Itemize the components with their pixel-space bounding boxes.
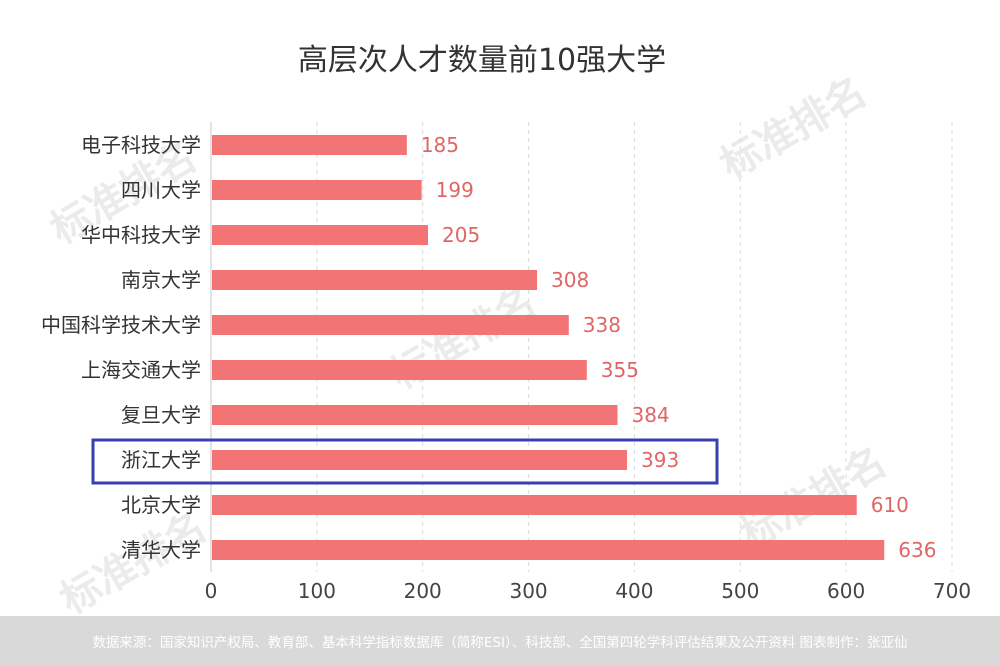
value-label: 185 <box>421 133 459 157</box>
category-label: 清华大学 <box>121 538 201 562</box>
watermark-text: 标准排名 <box>713 69 875 189</box>
x-tick-label: 600 <box>827 579 865 603</box>
x-tick-label: 100 <box>298 579 336 603</box>
chart-title: 高层次人才数量前10强大学 <box>298 43 666 78</box>
value-labels: 185 199 205 308 338 355 384 393 610 636 <box>421 133 937 562</box>
category-label: 复旦大学 <box>121 403 201 427</box>
value-label: 355 <box>601 358 639 382</box>
x-tick-label: 300 <box>509 579 547 603</box>
highlight-box <box>91 438 719 485</box>
bar <box>212 225 429 245</box>
bar <box>212 180 422 200</box>
bar <box>212 135 407 155</box>
value-label: 338 <box>583 313 621 337</box>
value-label: 199 <box>436 178 474 202</box>
value-label: 205 <box>442 223 480 247</box>
x-axis-tick-labels: 0 100 200 300 400 500 600 700 <box>205 579 971 603</box>
value-label: 393 <box>641 448 679 472</box>
x-tick-label: 400 <box>615 579 653 603</box>
category-labels: 电子科技大学四川大学华中科技大学南京大学中国科学技术大学上海交通大学复旦大学浙江… <box>41 133 201 562</box>
bar <box>212 450 628 470</box>
value-label: 636 <box>898 538 936 562</box>
category-label: 电子科技大学 <box>81 133 201 157</box>
bar <box>212 405 618 425</box>
x-tick-label: 0 <box>205 579 218 603</box>
category-label: 华中科技大学 <box>81 223 201 247</box>
x-tick-label: 500 <box>721 579 759 603</box>
category-label: 上海交通大学 <box>81 358 201 382</box>
category-label: 浙江大学 <box>121 448 201 472</box>
category-label: 北京大学 <box>121 493 201 517</box>
x-tick-label: 700 <box>933 579 971 603</box>
bar <box>212 495 857 515</box>
value-label: 384 <box>631 403 669 427</box>
category-label: 南京大学 <box>121 268 201 292</box>
category-label: 四川大学 <box>121 178 201 202</box>
category-label: 中国科学技术大学 <box>41 313 201 337</box>
source-footer-text: 数据来源：国家知识产权局、教育部、基本科学指标数据库（简称ESI）、科技部、全国… <box>92 635 908 651</box>
value-label: 308 <box>551 268 589 292</box>
source-footer: 数据来源：国家知识产权局、教育部、基本科学指标数据库（简称ESI）、科技部、全国… <box>0 616 1000 666</box>
bar <box>212 270 538 290</box>
watermark-text: 标准排名 <box>383 279 545 399</box>
bar <box>212 540 885 560</box>
x-tick-label: 200 <box>404 579 442 603</box>
bar <box>212 315 569 335</box>
bars-group <box>212 135 885 560</box>
value-label: 610 <box>871 493 909 517</box>
bar <box>212 360 587 380</box>
watermark-text: 标准排名 <box>53 504 215 624</box>
